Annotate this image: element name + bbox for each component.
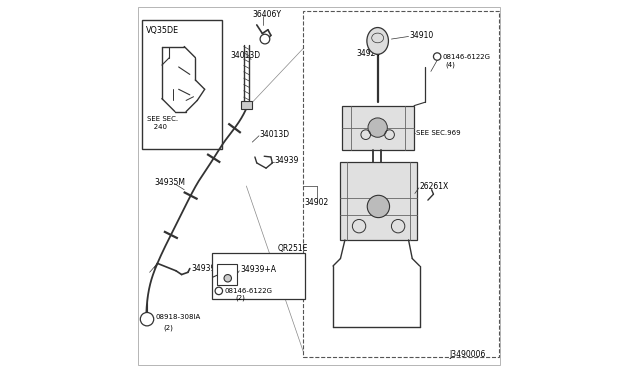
Text: B: B [435, 54, 439, 59]
Text: VQ35DE: VQ35DE [147, 26, 179, 35]
Text: 34939+A: 34939+A [240, 265, 276, 274]
Text: 34902: 34902 [305, 198, 328, 207]
Text: (2): (2) [163, 324, 173, 331]
Bar [303, 11, 499, 357]
Text: 34013D: 34013D [260, 130, 290, 139]
Text: 08146-6122G: 08146-6122G [442, 54, 490, 60]
Text: N: N [142, 316, 147, 321]
Text: 08918-308IA: 08918-308IA [156, 314, 201, 320]
Text: 34939+B: 34939+B [191, 264, 228, 273]
Bar [340, 162, 417, 240]
Text: 34935M: 34935M [154, 178, 186, 187]
Bar [342, 106, 414, 150]
Text: 240: 240 [147, 124, 168, 130]
Circle shape [224, 275, 232, 282]
Text: (2): (2) [235, 294, 245, 301]
Text: 34013D: 34013D [230, 51, 260, 60]
Circle shape [433, 53, 441, 60]
Text: 36406Y: 36406Y [252, 10, 282, 19]
Ellipse shape [367, 28, 388, 54]
Circle shape [140, 312, 154, 326]
Bar [241, 101, 252, 109]
Text: 26261X: 26261X [420, 182, 449, 191]
Text: J3490006: J3490006 [449, 350, 486, 359]
Text: SEE SEC.969: SEE SEC.969 [416, 130, 461, 136]
Bar [217, 264, 237, 285]
Bar [212, 253, 305, 299]
Circle shape [367, 195, 390, 218]
Text: 34910: 34910 [410, 31, 433, 40]
Text: B: B [217, 288, 221, 294]
Circle shape [368, 118, 387, 137]
Circle shape [215, 287, 223, 295]
Text: SEE SEC.: SEE SEC. [147, 116, 179, 122]
Text: 34939: 34939 [275, 156, 299, 165]
Text: 34924: 34924 [356, 49, 381, 58]
Text: (4): (4) [445, 62, 456, 68]
Text: 08146-6122G: 08146-6122G [224, 288, 272, 294]
Circle shape [260, 34, 270, 44]
Text: QR251E: QR251E [277, 244, 308, 253]
Bar [142, 20, 222, 149]
